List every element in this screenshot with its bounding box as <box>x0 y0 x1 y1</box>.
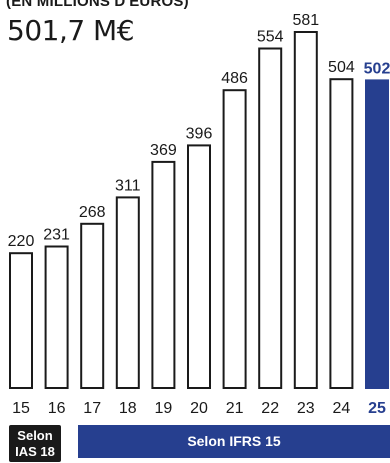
x-tick-label-17: 17 <box>83 400 101 417</box>
value-label-16: 231 <box>43 227 70 244</box>
value-label-20: 396 <box>186 125 213 142</box>
bar-20 <box>187 144 211 389</box>
bar-15 <box>9 252 33 389</box>
ias18-label-line1: Selon <box>17 428 52 443</box>
x-tick-label-15: 15 <box>12 400 30 417</box>
ifrs15-label: Selon IFRS 15 <box>187 433 281 449</box>
x-tick-label-23: 23 <box>297 400 315 417</box>
value-labels-group: 220 231 268 311 369 396 486 554 581 504 502 <box>8 12 390 250</box>
value-label-15: 220 <box>8 233 35 250</box>
x-tick-label-16: 16 <box>48 400 66 417</box>
bars-group <box>9 31 389 390</box>
bar-16 <box>44 245 69 389</box>
bar-25 <box>365 79 389 390</box>
x-tick-label-19: 19 <box>155 400 173 417</box>
bar-18 <box>115 196 140 389</box>
bar-17 <box>80 222 105 389</box>
value-label-19: 369 <box>150 142 177 159</box>
value-label-21: 486 <box>221 70 248 87</box>
headline-value: 501,7 M€ <box>7 14 135 47</box>
value-label-18: 311 <box>115 177 141 194</box>
x-tick-label-22: 22 <box>261 400 279 417</box>
bar-22 <box>258 47 283 389</box>
bar-24 <box>329 78 354 389</box>
x-tick-label-25: 25 <box>368 400 386 417</box>
bar-23 <box>293 31 318 389</box>
x-tick-label-20: 20 <box>190 400 208 417</box>
value-label-23: 581 <box>292 12 319 29</box>
value-label-22: 554 <box>257 29 284 46</box>
ias18-label-line2: IAS 18 <box>15 444 55 459</box>
ifrs15-band <box>78 425 390 458</box>
x-tick-labels-group: 15 16 17 18 19 20 21 22 23 24 25 <box>12 400 386 417</box>
ias18-box <box>9 425 61 462</box>
value-label-17: 268 <box>79 204 106 221</box>
x-tick-label-24: 24 <box>333 400 351 417</box>
bar-19 <box>151 160 176 389</box>
value-label-24: 504 <box>328 59 355 76</box>
chart-title: (EN MILLIONS D'EUROS) <box>6 0 189 10</box>
value-label-25: 502 <box>364 60 390 77</box>
x-tick-label-21: 21 <box>226 400 244 417</box>
bar-21 <box>222 89 247 389</box>
x-tick-label-18: 18 <box>119 400 137 417</box>
